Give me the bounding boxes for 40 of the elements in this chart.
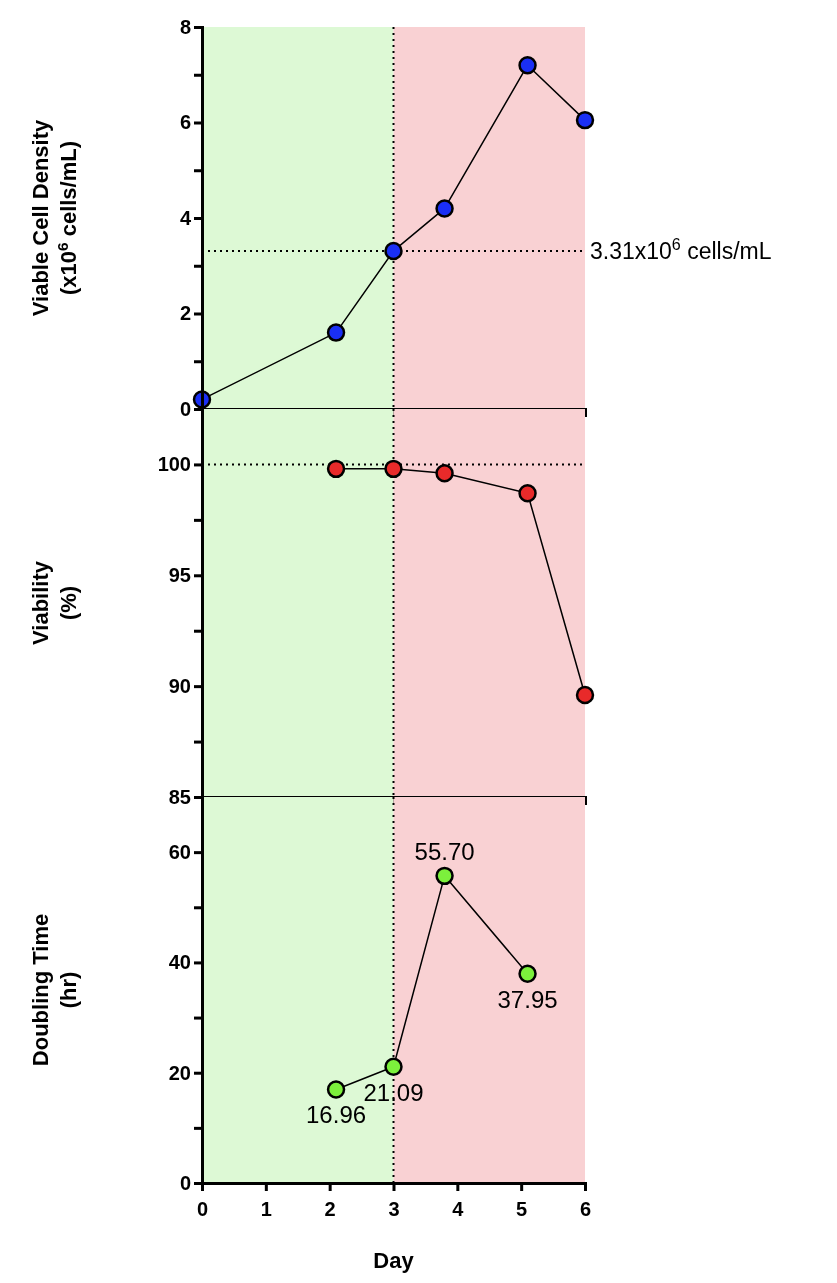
y-tick-label: 20 <box>168 1061 191 1084</box>
y-tick-label: 2 <box>179 302 191 325</box>
point <box>384 459 403 479</box>
point <box>435 199 454 218</box>
y-tick-label: 0 <box>179 397 191 420</box>
y-tick-label: 90 <box>168 675 191 698</box>
x-tick-label: 2 <box>324 1198 336 1220</box>
point <box>326 459 346 479</box>
point <box>435 464 454 483</box>
point <box>326 1080 346 1099</box>
point <box>384 1057 403 1076</box>
text: 55.70 <box>414 837 475 865</box>
text: 37.95 <box>497 985 558 1013</box>
y-tick-label: 6 <box>179 111 191 134</box>
y-axis-title: Doubling Time (hr) <box>28 913 81 1067</box>
x-tick-label: 6 <box>579 1198 592 1220</box>
point <box>435 866 454 886</box>
point <box>575 110 595 130</box>
point <box>575 685 595 705</box>
y-tick-label: 60 <box>168 841 191 864</box>
y-tick-label: 40 <box>168 951 191 974</box>
x-axis-title: Day <box>373 1248 415 1273</box>
y-tick-label: 85 <box>168 785 191 808</box>
point <box>518 55 537 75</box>
ref-line-label: 3.31x10$^{6}$ cells/mL <box>590 235 772 264</box>
y-tick-label: 95 <box>168 564 191 587</box>
point <box>326 323 346 342</box>
point <box>384 241 403 261</box>
x-tick-label: 4 <box>452 1198 465 1220</box>
point <box>518 964 537 983</box>
y-tick-label: 8 <box>179 15 191 38</box>
x-tick-label: 0 <box>196 1198 209 1220</box>
y-tick-label: 100 <box>157 453 191 476</box>
y-tick-label: 4 <box>179 206 192 229</box>
point <box>518 484 537 503</box>
x-tick-label: 3 <box>388 1198 400 1220</box>
x-tick-label: 1 <box>260 1198 272 1220</box>
x-tick-label: 5 <box>516 1198 528 1220</box>
y-axis-title: Viability (%) <box>28 560 81 645</box>
y-tick-label: 0 <box>179 1171 191 1194</box>
